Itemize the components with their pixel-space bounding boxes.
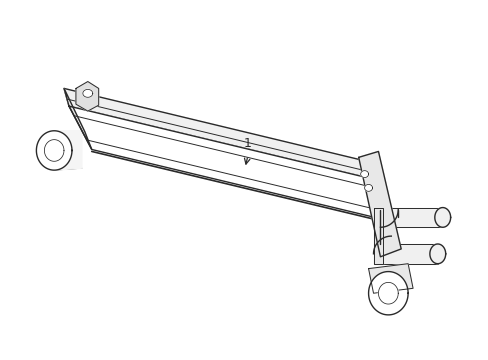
Polygon shape [362, 160, 390, 221]
Polygon shape [64, 89, 92, 149]
Polygon shape [64, 89, 368, 178]
Polygon shape [429, 244, 445, 264]
Polygon shape [373, 208, 442, 227]
Polygon shape [69, 106, 390, 221]
Polygon shape [368, 264, 412, 293]
Polygon shape [360, 171, 368, 177]
Polygon shape [36, 131, 72, 170]
Polygon shape [358, 152, 400, 257]
Polygon shape [368, 271, 407, 315]
Polygon shape [378, 282, 397, 304]
Polygon shape [434, 208, 450, 227]
Polygon shape [373, 208, 383, 264]
Polygon shape [44, 140, 64, 161]
Polygon shape [76, 82, 99, 111]
Polygon shape [364, 184, 372, 191]
Text: 1: 1 [244, 137, 251, 150]
Polygon shape [373, 244, 437, 264]
Polygon shape [54, 131, 81, 170]
Polygon shape [82, 89, 93, 97]
